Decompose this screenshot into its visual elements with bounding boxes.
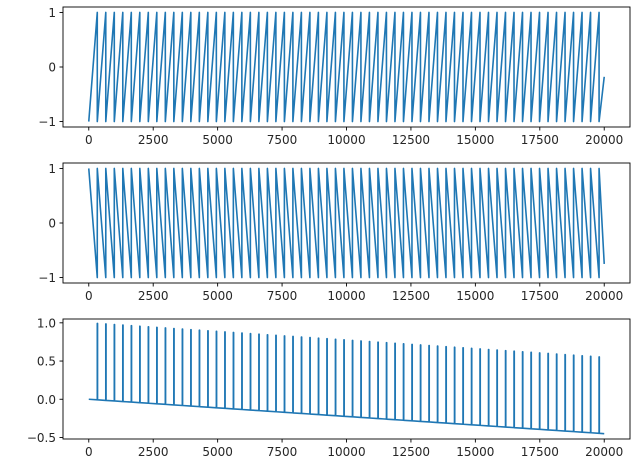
- x-tick-label: 10000: [327, 133, 365, 147]
- subplot-3: 0 2500 5000 7500 10000 12500 15000 17500 20000 −0…: [27, 316, 631, 459]
- x-tick-label: 2500: [138, 289, 169, 303]
- x-tick-label: 20000: [585, 445, 623, 459]
- y-tick-label: 0: [48, 217, 56, 231]
- x-tick-label: 5000: [202, 289, 233, 303]
- x-tick-label: 17500: [521, 445, 559, 459]
- x-tick-label: 17500: [521, 133, 559, 147]
- y-tick-label: 1: [48, 6, 56, 20]
- x-tick-label: 2500: [138, 133, 169, 147]
- x-tick-label: 5000: [202, 133, 233, 147]
- y-tick-label: −0.5: [27, 431, 56, 445]
- y-tick-label: 1.0: [37, 316, 56, 330]
- x-tick-label: 7500: [267, 289, 298, 303]
- y-tick-label: 0: [48, 61, 56, 75]
- x-tick-label: 0: [85, 289, 93, 303]
- series-line-3-1: [88, 322, 605, 435]
- x-tick-label: 5000: [202, 445, 233, 459]
- x-tick-label: 2500: [138, 445, 169, 459]
- y-tick-label: 0.0: [37, 393, 56, 407]
- x-tick-label: 12500: [392, 445, 430, 459]
- subplot-1: 0 2500 5000 7500 10000 12500 15000 17500 20000 −1…: [38, 6, 631, 147]
- y-tick-label: −1: [38, 271, 56, 285]
- x-tick-label: 20000: [585, 289, 623, 303]
- subplot-2: 0 2500 5000 7500 10000 12500 15000 17500 20000 −1…: [38, 162, 631, 303]
- y-tick-label: 0.5: [37, 355, 56, 369]
- x-tick-label: 12500: [392, 133, 430, 147]
- x-tick-label: 7500: [267, 445, 298, 459]
- x-tick-label: 15000: [456, 445, 494, 459]
- x-tick-label: 12500: [392, 289, 430, 303]
- x-tick-label: 0: [85, 445, 93, 459]
- x-tick-label: 15000: [456, 133, 494, 147]
- series-line-2-1: [87, 167, 606, 279]
- x-tick-label: 17500: [521, 289, 559, 303]
- x-tick-label: 15000: [456, 289, 494, 303]
- x-tick-label: 10000: [327, 289, 365, 303]
- y-tick-label: 1: [48, 162, 56, 176]
- x-tick-label: 0: [85, 133, 93, 147]
- x-tick-label: 20000: [585, 133, 623, 147]
- x-tick-label: 7500: [267, 133, 298, 147]
- series-line-1-1: [87, 11, 606, 123]
- x-tick-label: 10000: [327, 445, 365, 459]
- y-tick-label: −1: [38, 115, 56, 129]
